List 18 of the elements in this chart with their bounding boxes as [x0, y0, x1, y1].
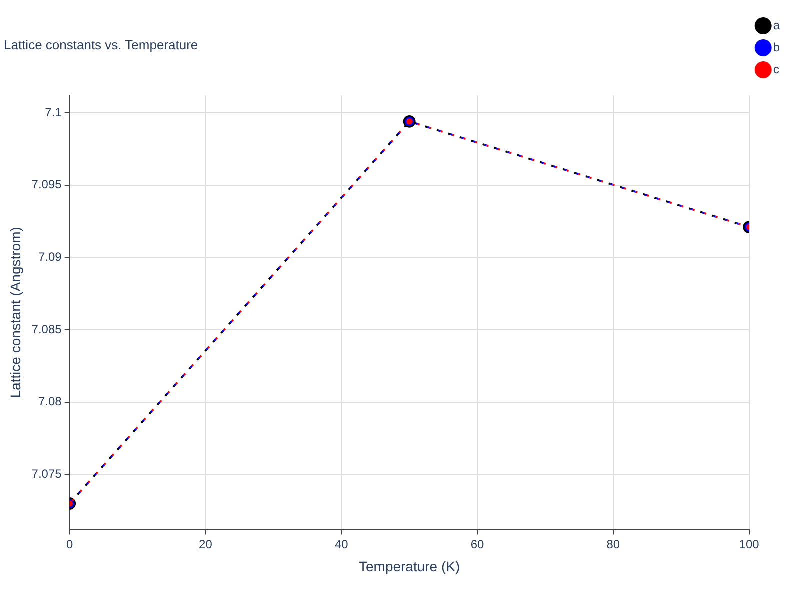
y-tick-label: 7.095 [32, 178, 62, 192]
x-tick-label: 40 [334, 537, 349, 552]
y-tick-label: 7.1 [45, 105, 62, 120]
y-tick-label: 7.08 [38, 394, 62, 409]
y-tick-label: 7.085 [32, 322, 62, 336]
legend-label: c [773, 62, 780, 76]
x-tick-label: 100 [739, 537, 760, 552]
x-tick-label: 20 [199, 537, 213, 552]
x-tick-label: 80 [606, 537, 620, 552]
y-tick-label: 7.09 [38, 250, 62, 264]
chart-title: Lattice constants vs. Temperature [4, 37, 198, 52]
legend-label: b [773, 40, 780, 54]
legend-label: a [773, 18, 780, 32]
x-tick-label: 0 [66, 537, 74, 552]
x-axis-title: Temperature (K) [359, 558, 460, 574]
x-tick-label: 60 [470, 537, 485, 552]
y-axis-title: Lattice constant (Angstrom) [7, 227, 24, 398]
y-tick-label: 7.075 [32, 467, 62, 482]
